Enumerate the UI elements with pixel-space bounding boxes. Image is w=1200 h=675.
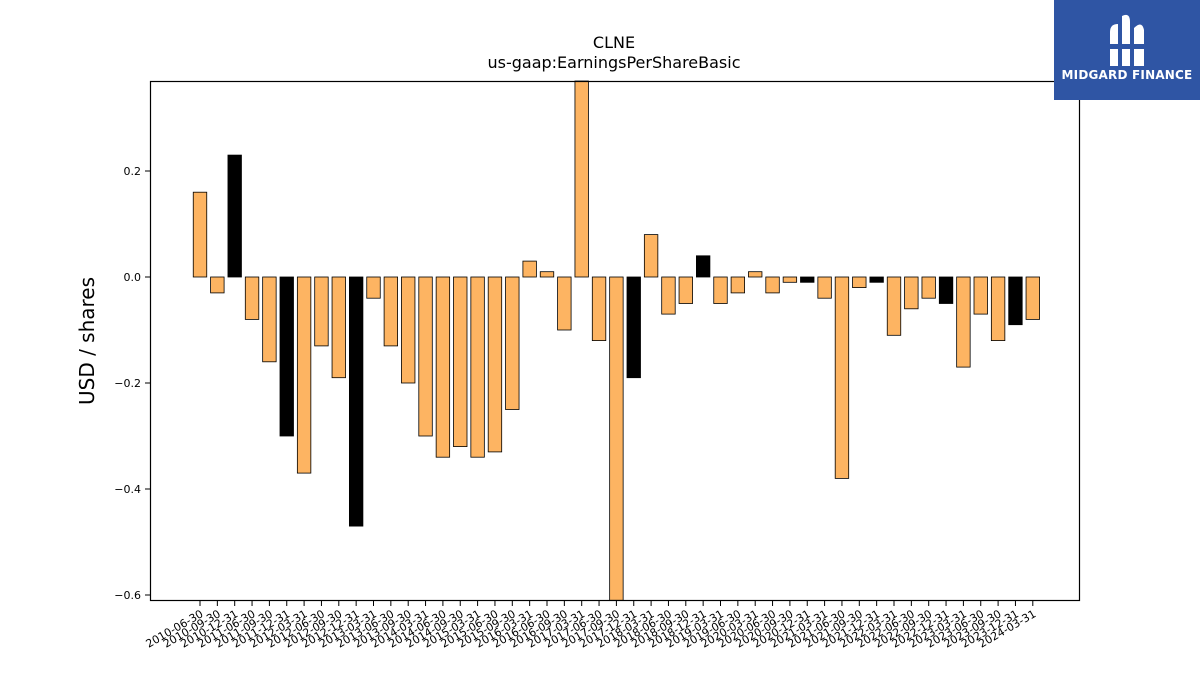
bar-2023-06-30 [973,276,988,315]
bar-2017-09-30 [609,276,624,601]
bar-2017-12-31 [626,276,641,379]
bar-2021-09-30 [852,276,867,289]
bar-2015-06-30 [487,276,503,453]
bar-2016-03-31 [522,260,537,278]
y-tick-label: 0.2 [124,165,142,178]
bar-2014-03-31 [418,276,433,437]
bar-2024-03-31 [1025,276,1040,320]
bar-2013-09-30 [401,276,416,384]
bar-2021-03-31 [817,276,832,299]
bar-2011-12-31 [279,276,294,437]
bar-2015-09-30 [505,276,520,410]
y-axis: −0.6 −0.4 −0.2 0.0 0.2 [114,165,150,602]
bar-2020-06-30 [765,276,780,294]
y-tick-label: −0.2 [114,377,141,390]
bar-2017-03-31 [574,80,589,278]
brand-logo-icon [1108,14,1146,67]
plot-frame [149,80,1081,602]
chart-subtitle: us-gaap:EarningsPerShareBasic [487,53,740,72]
x-axis: 2010-06-302010-09-302010-12-312011-06-30… [144,601,1038,651]
bar-2021-06-30 [834,276,850,479]
bar-2022-06-30 [904,276,919,310]
brand-logo: MIDGARD FINANCE [1054,0,1200,100]
bar-2016-06-30 [539,271,555,278]
bar-2019-03-31 [713,276,728,304]
bar-2014-09-30 [453,276,468,448]
chart-title: CLNE [593,33,635,52]
bar-2020-03-31 [748,271,763,278]
bar-2012-03-31 [296,276,312,474]
bar-2023-03-31 [956,276,971,368]
bar-2019-06-30 [730,276,745,294]
bar-2011-09-30 [262,276,277,363]
bar-2018-03-31 [643,234,659,278]
bar-2020-09-30 [782,276,798,283]
bars-group [192,80,1040,601]
y-tick-label: −0.6 [114,589,141,602]
bar-2016-09-30 [557,276,572,331]
y-tick-label: −0.4 [114,483,141,496]
y-tick-label: 0.0 [124,271,142,284]
bar-2020-12-31 [800,276,815,283]
bar-2012-09-30 [331,276,346,379]
bar-2018-06-30 [661,276,676,315]
bar-2012-06-30 [314,276,329,347]
bar-2017-06-30 [591,276,607,341]
bar-2011-06-30 [244,276,260,320]
bar-2018-09-30 [678,276,693,304]
bar-2022-09-30 [921,276,936,299]
bar-2022-03-31 [886,276,902,336]
bar-2014-06-30 [435,276,451,458]
bar-2010-09-30 [210,276,225,294]
bar-2012-12-31 [348,276,364,527]
bar-2010-06-30 [192,191,208,278]
bar-2013-06-30 [383,276,399,347]
bar-2010-12-31 [227,154,242,278]
bar-2021-12-31 [869,276,884,283]
bar-2018-12-31 [696,255,711,278]
bar-2015-03-31 [470,276,485,458]
brand-logo-text: MIDGARD FINANCE [1061,68,1193,82]
bar-2022-12-31 [938,276,954,304]
bar-2023-12-31 [1008,276,1023,326]
y-axis-label: USD / shares [75,277,99,405]
bar-2013-03-31 [366,276,381,299]
bar-2023-09-30 [990,276,1006,341]
